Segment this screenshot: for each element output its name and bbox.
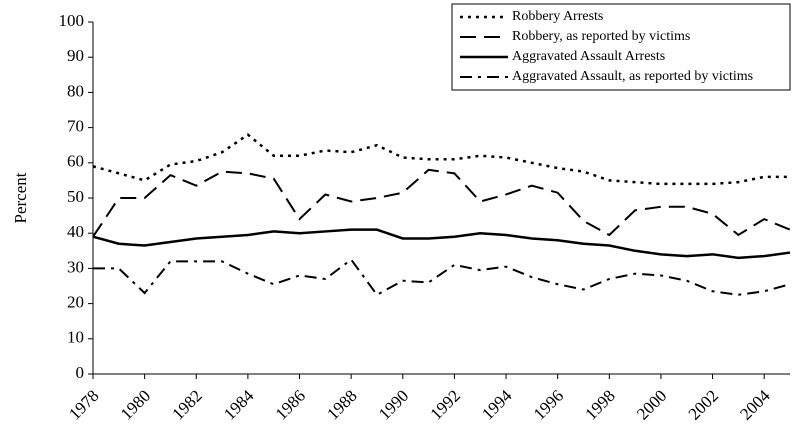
y-tick-label: 80 — [67, 81, 84, 100]
series-line — [92, 228, 791, 260]
x-tick-label: 1982 — [168, 386, 205, 423]
y-axis-label: Percent — [11, 172, 30, 223]
y-tick-label: 10 — [67, 328, 84, 347]
y-tick-label: 0 — [76, 363, 85, 382]
legend-label: Aggravated Assault Arrests — [512, 49, 665, 64]
legend: Robbery Arrests Robbery, as reported by v… — [451, 3, 791, 91]
x-tick-label: 1980 — [117, 386, 154, 423]
legend-label: Robbery Arrests — [512, 9, 603, 24]
x-tick-label: 1988 — [323, 386, 360, 423]
x-tick-label: 2004 — [736, 386, 774, 424]
y-tick-label: 50 — [67, 187, 84, 206]
x-tick-label: 1996 — [530, 386, 567, 423]
x-tick-label: 1984 — [220, 386, 258, 424]
y-tick-label: 30 — [67, 257, 84, 276]
y-tick-label: 60 — [67, 152, 84, 171]
legend-label: Robbery, as reported by victims — [512, 29, 690, 44]
series-line — [93, 258, 791, 297]
y-tick-label: 100 — [59, 11, 85, 30]
y-tick-label: 90 — [67, 46, 84, 65]
x-tick-label: 1994 — [478, 386, 516, 424]
x-tick-label: 2002 — [685, 386, 722, 423]
series-line — [92, 133, 790, 186]
legend-label: Aggravated Assault, as reported by victi… — [512, 69, 753, 84]
x-tick-label: 1986 — [272, 386, 309, 423]
legend-box — [451, 3, 791, 91]
y-tick-label: 20 — [67, 293, 84, 312]
x-tick-label: 2000 — [633, 386, 670, 423]
x-tick-label: 1990 — [375, 386, 412, 423]
x-tick-label: 1978 — [65, 386, 102, 423]
x-tick-label: 1998 — [581, 386, 618, 423]
y-tick-label: 40 — [67, 222, 84, 241]
y-tick-label: 70 — [67, 117, 84, 136]
series-line — [92, 168, 791, 238]
x-tick-label: 1992 — [427, 386, 464, 423]
